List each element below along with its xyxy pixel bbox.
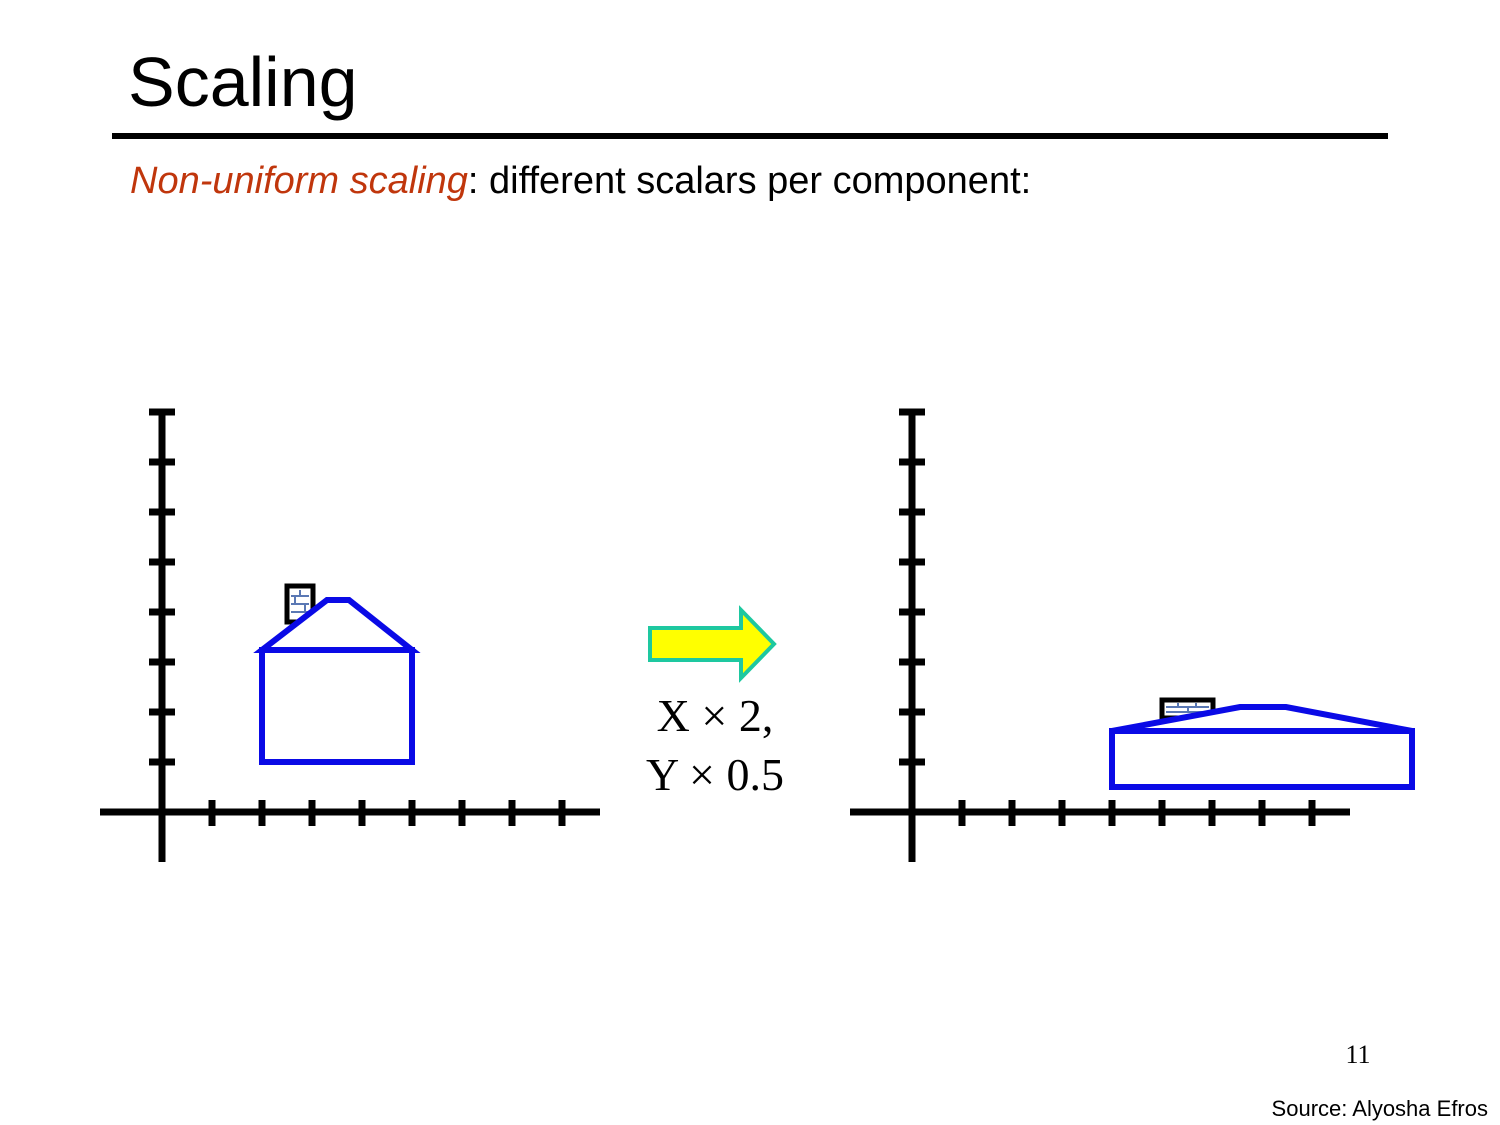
chimney-bricks xyxy=(291,590,309,613)
title-divider xyxy=(112,133,1388,139)
subtitle-emphasis: Non-uniform scaling xyxy=(130,160,468,202)
right-x-ticks xyxy=(958,800,1316,826)
original-house xyxy=(253,583,421,765)
scaled-house-body xyxy=(1109,728,1415,790)
subtitle-text: : different scalars per component: xyxy=(467,160,1032,202)
left-axes xyxy=(100,408,600,862)
subtitle: Non-uniform scaling: different scalars p… xyxy=(130,158,1031,204)
left-y-ticks xyxy=(149,408,175,766)
right-y-ticks xyxy=(899,408,925,766)
transform-label-x: X × 2, xyxy=(656,690,774,741)
right-axes xyxy=(850,408,1350,862)
transform-label-y: Y × 0.5 xyxy=(646,749,784,800)
scaled-house xyxy=(1109,697,1415,790)
page-number: 11 xyxy=(1345,1040,1371,1069)
house-body xyxy=(259,647,415,765)
left-x-ticks xyxy=(208,800,566,826)
source-credit: Source: Alyosha Efros xyxy=(1271,1096,1488,1121)
slide-title: Scaling xyxy=(128,43,358,121)
right-arrow-icon xyxy=(648,605,777,683)
scaled-house-roof xyxy=(1111,704,1413,734)
